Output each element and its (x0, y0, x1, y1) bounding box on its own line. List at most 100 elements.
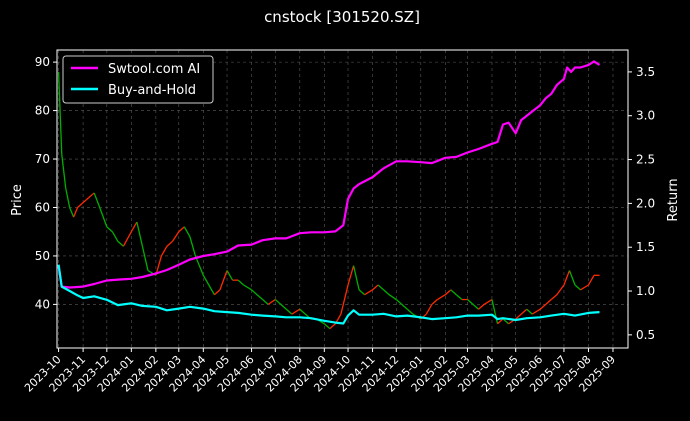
price-segment (106, 226, 113, 233)
price-segment (88, 192, 95, 199)
price-segment (117, 240, 124, 247)
buy-and-hold-line (57, 264, 600, 325)
price-segment (444, 289, 452, 296)
price-segment (364, 289, 373, 296)
return-tick-label: 0.5 (636, 328, 655, 342)
price-segment (450, 289, 457, 296)
price-segment (372, 284, 379, 291)
price-tick-label: 50 (35, 249, 50, 263)
price-axis: 40 50 60 70 80 90 (35, 55, 57, 311)
price-tick-label: 80 (35, 104, 50, 118)
price-segment (472, 303, 479, 310)
price-segment (166, 240, 173, 247)
price-segment (251, 289, 258, 296)
price-segment (65, 187, 71, 208)
price-segment (323, 323, 331, 330)
price-segment (61, 154, 67, 189)
return-tick-label: 3.0 (636, 109, 655, 123)
price-segment (347, 265, 355, 286)
price-segment (57, 71, 63, 155)
price-segment (550, 294, 558, 301)
price-segment (520, 308, 528, 315)
price-segment (478, 303, 485, 310)
legend-box (62, 55, 214, 104)
price-segment (587, 274, 595, 286)
price-segment (82, 197, 90, 204)
price-segment (574, 284, 581, 291)
return-tick-label: 1.5 (636, 240, 655, 254)
price-segment (285, 308, 293, 315)
price-segment (111, 231, 119, 242)
price-segment (425, 304, 433, 315)
return-tick-label: 2.5 (636, 153, 655, 167)
return-series (57, 60, 601, 325)
price-segment (160, 245, 168, 257)
price-segment (141, 246, 149, 271)
price-segment (291, 308, 301, 315)
price-segment (274, 299, 282, 305)
return-axis: 0.5 1.0 1.5 2.0 2.5 3.0 3.5 (628, 65, 655, 342)
price-segment (515, 313, 522, 320)
price-tick-label: 70 (35, 152, 50, 166)
return-axis-label: Return (666, 178, 681, 221)
price-tick-label: 90 (35, 55, 50, 69)
price-segment (455, 294, 463, 301)
price-axis-label: Price (10, 184, 25, 216)
price-segment (526, 308, 533, 315)
price-segment (406, 308, 414, 315)
price-tick-label: 40 (35, 297, 50, 311)
price-segment (194, 255, 204, 276)
price-tick-label: 60 (35, 200, 50, 214)
price-segment (539, 303, 547, 310)
price-segment (431, 299, 438, 305)
price-segment (280, 303, 287, 310)
price-segment (467, 299, 474, 305)
price-segment (329, 323, 336, 330)
price-segment (219, 270, 228, 291)
price-segment (122, 231, 132, 247)
price-segment (262, 299, 269, 305)
price-segment (237, 279, 245, 286)
price-segment (93, 192, 101, 208)
price-segment (243, 284, 252, 291)
legend: Swtool.com AI Buy-and-Hold (62, 55, 214, 104)
price-segment (401, 303, 408, 310)
return-tick-label: 1.0 (636, 284, 655, 298)
price-segment (136, 221, 144, 247)
price-segment (256, 294, 264, 301)
price-segment (563, 270, 571, 286)
return-tick-label: 3.5 (636, 65, 655, 79)
price-segment (226, 270, 234, 281)
plot-frame (56, 49, 629, 349)
price-segment (130, 221, 138, 233)
price-segment (99, 207, 108, 228)
return-tick-label: 2.0 (636, 196, 655, 210)
price-segment (267, 299, 276, 305)
price-segment (388, 294, 397, 301)
price-segment (502, 318, 510, 325)
price-segment (383, 289, 390, 296)
price-segment (171, 231, 180, 242)
price-segment (340, 284, 349, 315)
price-segment (73, 207, 79, 218)
price-segment (69, 207, 75, 218)
price-segment (202, 274, 210, 286)
price-segment (395, 299, 403, 305)
legend-label-buy-and-hold: Buy-and-Hold (108, 83, 196, 98)
price-segment (189, 236, 197, 257)
price-segment (213, 289, 221, 296)
price-segment (358, 289, 366, 296)
price-segment (580, 284, 589, 291)
price-segment (497, 318, 504, 325)
chart-title: cnstock [301520.SZ] (264, 8, 420, 26)
price-segment (377, 284, 385, 291)
price-segment (483, 298, 493, 305)
price-segment (568, 270, 576, 286)
price-segment (208, 284, 215, 296)
legend-label-swtool: Swtool.com AI (108, 62, 200, 77)
price-segment (178, 226, 185, 233)
price-segment (545, 299, 552, 305)
price-segment (299, 308, 306, 315)
swtool-line (57, 60, 601, 289)
